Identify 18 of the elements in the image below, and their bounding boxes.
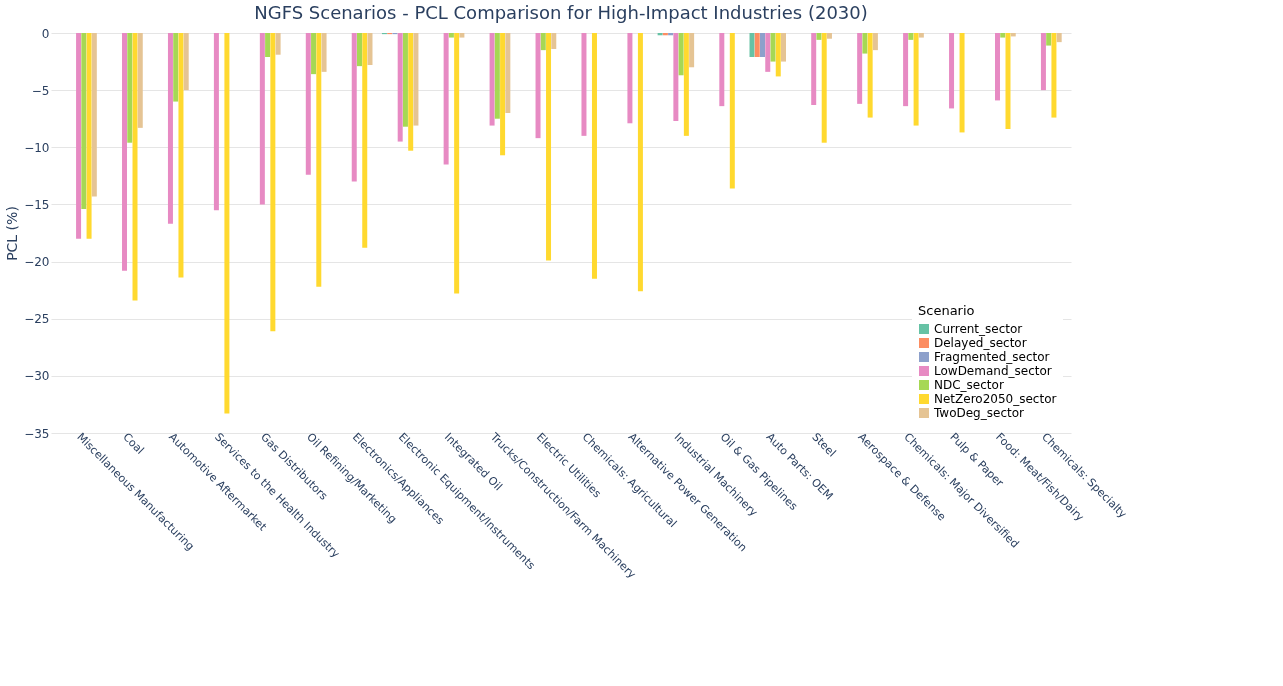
legend-label: Fragmented_sector — [934, 350, 1050, 364]
y-tick-label: −5 — [31, 83, 50, 98]
chart-title: NGFS Scenarios - PCL Comparison for High-Impact Industries (2030) — [254, 2, 868, 23]
y-tick-label: −35 — [24, 426, 50, 441]
y-tick-label: −10 — [24, 140, 50, 155]
legend-label: Delayed_sector — [934, 336, 1027, 350]
y-tick-label: −30 — [24, 369, 50, 384]
y-axis-title: PCL (%) — [4, 206, 21, 261]
y-tick-label: −15 — [24, 197, 50, 212]
legend-label: NDC_sector — [934, 378, 1004, 392]
legend-label: NetZero2050_sector — [934, 392, 1057, 406]
legend-label: Current_sector — [934, 322, 1023, 336]
y-tick-label: −20 — [24, 255, 50, 270]
legend-title: Scenario — [918, 303, 975, 318]
legend-label: TwoDeg_sector — [933, 406, 1025, 420]
y-tick-label: −25 — [24, 312, 50, 327]
legend-label: LowDemand_sector — [934, 364, 1052, 378]
y-tick-label: 0 — [41, 26, 50, 41]
